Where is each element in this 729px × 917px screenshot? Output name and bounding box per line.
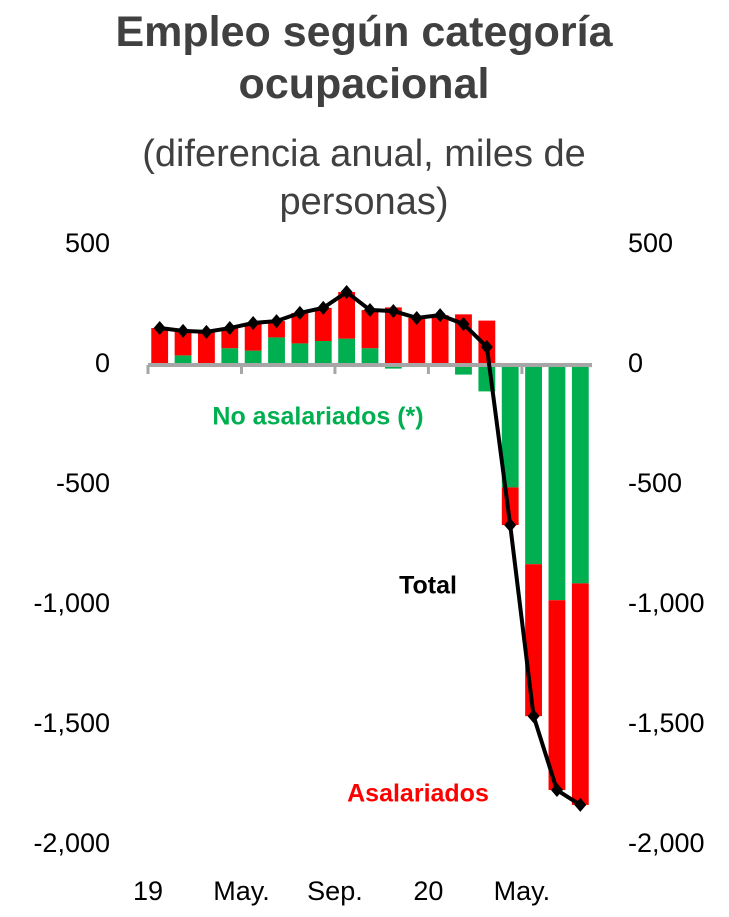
line-marker	[223, 321, 236, 336]
bar	[174, 355, 192, 365]
line-marker	[153, 321, 166, 336]
x-tick-label: May.	[494, 876, 551, 906]
bar	[338, 338, 356, 365]
series-label: No asalariados (*)	[212, 403, 423, 431]
y2-tick-label: 500	[628, 228, 673, 258]
bar	[384, 307, 402, 365]
line-marker	[200, 324, 213, 339]
bar	[314, 307, 332, 341]
bar	[525, 564, 542, 717]
bar	[548, 600, 566, 791]
bar	[151, 328, 169, 365]
x-tick-label: 20	[413, 876, 443, 906]
bar	[198, 331, 215, 365]
x-tick-label: Sep.	[307, 876, 363, 906]
series-label: Asalariados	[347, 780, 489, 808]
line-marker	[293, 305, 306, 320]
y-tick-label: -1,000	[33, 588, 110, 618]
bar	[291, 343, 309, 365]
line-marker	[504, 518, 517, 533]
bar	[174, 330, 192, 356]
line-marker	[364, 303, 376, 318]
bar	[548, 365, 566, 601]
line-marker	[410, 310, 423, 325]
bar	[525, 365, 542, 565]
line-marker	[317, 300, 330, 315]
chart-title: Empleo según categoría ocupacional	[115, 8, 613, 108]
line-marker	[574, 797, 587, 812]
y2-tick-label: -500	[628, 468, 682, 498]
bar	[361, 348, 379, 365]
x-tick-label: 19	[133, 876, 163, 906]
y2-tick-label: 0	[628, 348, 643, 378]
y-tick-label: -500	[56, 468, 110, 498]
bar	[361, 310, 379, 349]
line-marker	[457, 316, 470, 331]
bar	[268, 337, 285, 365]
bar	[431, 315, 449, 365]
bar	[338, 292, 356, 339]
y2-tick-label: -1,500	[628, 708, 705, 738]
bar	[571, 365, 589, 584]
line-marker	[340, 285, 353, 300]
y-tick-label: -2,000	[33, 828, 110, 858]
line-marker	[527, 709, 540, 724]
line-marker	[480, 340, 493, 354]
y-tick-label: 500	[65, 228, 110, 258]
bar	[221, 328, 239, 349]
line-marker	[387, 304, 400, 318]
bar	[291, 312, 309, 344]
y-tick-label: -1,500	[33, 708, 110, 738]
y2-tick-label: -1,000	[628, 588, 705, 618]
line-marker	[247, 316, 260, 330]
bar	[408, 317, 426, 365]
x-tick-label: May.	[213, 876, 270, 906]
line-marker	[270, 314, 283, 329]
bar	[244, 323, 262, 351]
line-marker	[550, 783, 563, 798]
line-marker	[434, 308, 447, 323]
y-tick-label: 0	[95, 348, 110, 378]
bar	[571, 583, 589, 805]
chart-subtitle: (diferencia anual, miles de personas)	[142, 133, 586, 223]
bar	[221, 348, 239, 365]
y2-tick-label: -2,000	[628, 828, 705, 858]
bar	[455, 365, 472, 375]
series-label: Total	[399, 572, 457, 600]
bar	[244, 350, 262, 365]
bar	[501, 365, 519, 488]
bar	[268, 321, 285, 338]
line-marker	[177, 323, 190, 338]
bar	[314, 341, 332, 365]
